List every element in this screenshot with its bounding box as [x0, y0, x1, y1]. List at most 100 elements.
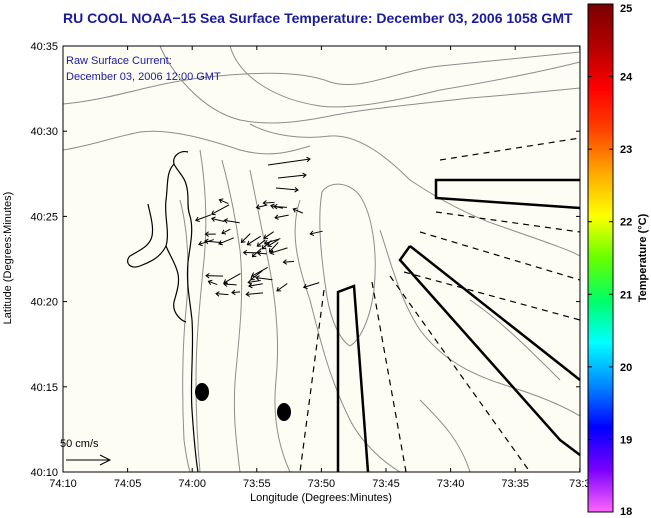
colorbar-tick-label: 20: [620, 362, 632, 374]
colorbar-tick-label: 21: [620, 289, 632, 301]
current-vector: [309, 230, 323, 236]
contour-line: [221, 159, 243, 473]
current-vector: [267, 239, 279, 247]
current-vector: [277, 172, 307, 179]
x-tick-label: 73:45: [372, 478, 400, 490]
x-tick-label: 74:10: [49, 478, 77, 490]
current-vector: [204, 231, 216, 237]
contour-line: [249, 123, 581, 257]
current-vector: [269, 247, 288, 255]
x-tick-label: 74:00: [178, 478, 206, 490]
y-axis-label: Latitude (Degrees:Minutes): [2, 192, 14, 325]
map-ocean: [63, 46, 580, 472]
contour-line: [419, 399, 471, 473]
scale-bar-arrow: [66, 454, 112, 466]
current-vector: [231, 289, 241, 296]
coastline-path: [127, 163, 175, 268]
transect-line: [419, 231, 581, 281]
current-vector: [255, 204, 268, 210]
current-vector: [261, 240, 272, 250]
current-vector: [250, 270, 263, 281]
current-vector: [256, 239, 266, 247]
current-vector: [274, 214, 289, 220]
current-vector: [302, 282, 320, 290]
scale-bar-label: 50 cm/s: [60, 438, 99, 450]
colorbar-tick-label: 18: [620, 506, 632, 518]
survey-box-east: [398, 245, 581, 456]
bathymetry-contours: [62, 45, 581, 473]
y-tick-label: 40:10: [30, 467, 58, 479]
y-tick-label: 40:35: [30, 41, 58, 53]
y-tick-label: 40:15: [30, 382, 58, 394]
current-vectors: [195, 156, 323, 297]
x-tick-label: 73:50: [308, 478, 336, 490]
contour-line: [62, 51, 581, 105]
x-tick-label: 73:55: [243, 478, 271, 490]
colorbar-tick-label: 24: [620, 72, 633, 84]
current-vector: [267, 156, 311, 166]
y-tick-label: 40:25: [30, 211, 58, 223]
x-axis-label: Longitude (Degrees:Minutes): [250, 492, 392, 504]
transect-line: [389, 275, 531, 473]
current-vector: [255, 275, 273, 281]
colorbar-tick-label: 22: [620, 217, 632, 229]
contour-line: [249, 169, 291, 473]
contour-line: [319, 183, 376, 347]
coastline-path: [173, 151, 199, 473]
current-vector: [246, 235, 262, 246]
contour-line: [62, 130, 311, 155]
transect-line: [299, 289, 325, 473]
contour-line: [179, 199, 191, 473]
current-vector: [207, 279, 218, 286]
current-vector: [205, 272, 224, 279]
current-vector: [275, 186, 299, 193]
current-vector: [263, 231, 274, 239]
x-tick-label: 73:35: [501, 478, 529, 490]
contour-line: [469, 299, 561, 381]
current-vector: [248, 282, 263, 289]
colorbar-tick-label: 23: [620, 144, 632, 156]
current-note-line1: Raw Surface Current:: [66, 55, 172, 67]
contour-line: [379, 229, 581, 417]
x-tick-label: 73:40: [437, 478, 465, 490]
y-axis-ticks: 40:35 40:30 40:25 40:20 40:15 40:10: [30, 41, 580, 479]
current-vector: [292, 207, 304, 214]
current-vector: [223, 281, 237, 287]
current-vector: [251, 267, 268, 278]
current-vector: [215, 291, 229, 297]
current-vector: [218, 237, 235, 246]
x-tick-label: 74:05: [114, 478, 142, 490]
transect-line: [435, 211, 581, 233]
colorbar-ticks: 25 24 23 22 21 20 19 18: [588, 3, 633, 518]
current-vector: [223, 273, 241, 284]
current-vector: [270, 203, 283, 209]
current-vector: [223, 218, 240, 224]
marker-blob: [195, 383, 209, 401]
survey-boxes: [336, 178, 581, 473]
colorbar-tick-label: 19: [620, 434, 632, 446]
current-vector: [282, 259, 295, 265]
x-axis-ticks: 74:10 74:05 74:00 73:55 73:50 73:45 73:40 73:35…: [49, 46, 591, 490]
y-tick-label: 40:30: [30, 126, 58, 138]
map-title: RU COOL NOAA−15 Sea Surface Temperature:…: [63, 10, 573, 26]
colorbar-label: Temperature (°C): [637, 213, 649, 302]
transect-line: [403, 271, 581, 321]
survey-box-north: [434, 178, 581, 210]
survey-box-south: [336, 284, 370, 473]
contour-line: [229, 45, 581, 108]
current-vector: [195, 214, 212, 222]
current-vector: [262, 200, 275, 206]
current-vector: [198, 239, 214, 247]
current-vector: [276, 283, 288, 292]
contour-line: [159, 45, 581, 124]
current-vector: [245, 291, 264, 297]
current-vector: [218, 198, 229, 205]
marker-blob: [277, 403, 291, 421]
current-vector: [211, 204, 230, 216]
coastline-path: [165, 245, 187, 323]
current-vector: [242, 249, 259, 256]
colorbar-tick-label: 25: [620, 3, 632, 15]
current-vector: [240, 233, 251, 243]
colorbar: [587, 3, 614, 513]
